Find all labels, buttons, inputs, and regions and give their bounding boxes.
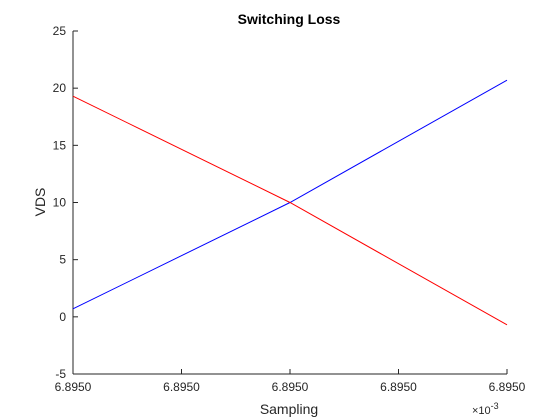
- y-tick-label: 15: [53, 138, 67, 152]
- x-tick-label: 6.8950: [272, 380, 309, 394]
- chart-title: Switching Loss: [238, 11, 341, 27]
- series-line-1: [72, 79, 508, 310]
- x-tick-label: 6.8950: [380, 380, 417, 394]
- x-tick-label: 6.8950: [489, 380, 526, 394]
- plot-area: -5 0 5 10 15 20 25 6.8950 6.8950 6.8950 6.8950 6.89…: [53, 24, 526, 394]
- y-tick-label: 5: [59, 253, 66, 267]
- x-exponent-power: -3: [491, 401, 499, 411]
- y-tick-label: 20: [53, 81, 67, 95]
- y-tick-label: 25: [53, 24, 67, 38]
- x-axis-title: Sampling: [260, 401, 318, 417]
- y-tick-label: 0: [59, 310, 66, 324]
- series-line-2: [72, 95, 508, 326]
- x-tick-label: 6.8950: [55, 380, 92, 394]
- y-tick-label: -5: [55, 367, 66, 381]
- x-exponent-base: ×10: [472, 405, 491, 417]
- y-axis-title: VDS: [32, 188, 48, 217]
- x-tick-label: 6.8950: [163, 380, 200, 394]
- x-exponent-label: ×10-3: [472, 401, 499, 417]
- y-tick-label: 10: [53, 196, 67, 210]
